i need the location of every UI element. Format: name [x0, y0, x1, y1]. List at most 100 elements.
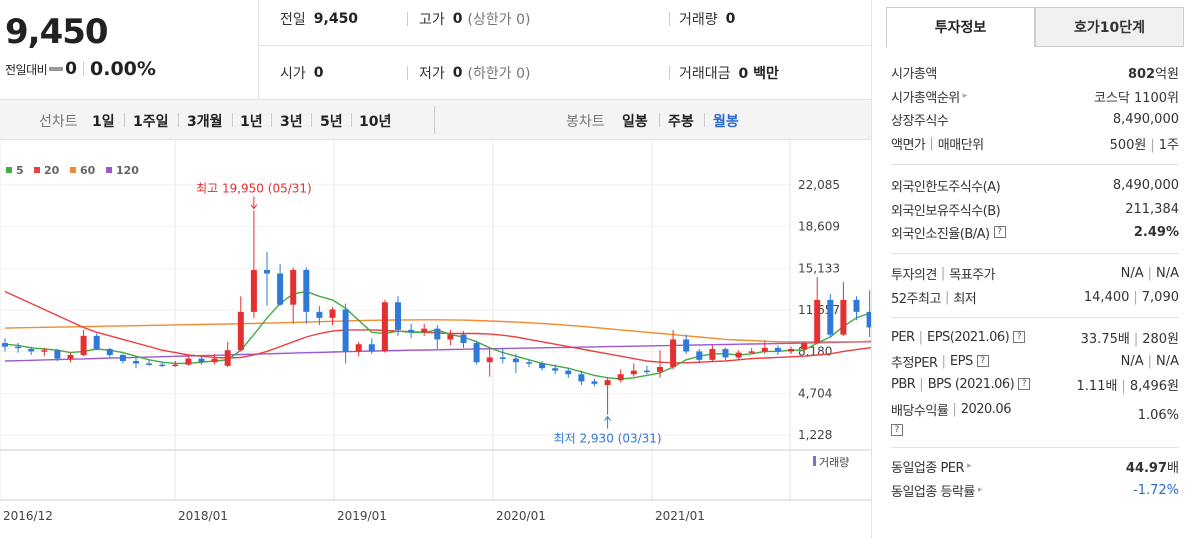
volume-legend-swatch	[813, 456, 816, 466]
candle-body	[578, 374, 585, 382]
industry-change-label: 동일업종 등락률	[891, 484, 975, 500]
dividend-row: 배당수익률 | 2020.06 1.06%	[891, 398, 1179, 424]
par-value: 500원	[1109, 137, 1147, 153]
par-values: 500원 | 1주	[1110, 134, 1179, 153]
divider	[669, 12, 670, 26]
help-icon[interactable]: ?	[891, 424, 903, 436]
candle-body	[565, 370, 572, 375]
y-tick-label: 15,133	[798, 261, 840, 275]
candle-body	[133, 361, 139, 364]
caret-right-icon[interactable]: ▸	[962, 91, 968, 101]
tab-3y[interactable]: 3년	[280, 114, 303, 130]
divider	[83, 62, 85, 76]
candle-body	[368, 344, 375, 352]
foreign-ratio-value: 2.49%	[1134, 225, 1179, 240]
candle-body	[617, 374, 624, 381]
bps-value: 8,496원	[1129, 378, 1179, 394]
no-change-icon	[49, 67, 64, 71]
help-icon[interactable]: ?	[1013, 331, 1026, 343]
est-eps-label: EPS	[949, 353, 973, 369]
candle-body	[774, 347, 781, 352]
amount-value: 0 백만	[738, 66, 779, 82]
industry-change-value: -1.72%	[1133, 482, 1179, 498]
candle-body	[93, 335, 100, 350]
tab-1y[interactable]: 1년	[240, 114, 263, 130]
legend-label: 20	[44, 164, 60, 177]
divider: |	[1133, 331, 1139, 347]
help-icon[interactable]: ?	[1018, 378, 1031, 390]
low-arrow-icon	[604, 415, 611, 421]
est-eps-value: N/A	[1156, 353, 1179, 369]
est-per-row: 추정PER | EPS? N/A | N/A	[891, 350, 1179, 372]
legend-swatch	[106, 167, 112, 173]
tab-1d[interactable]: 1일	[92, 114, 115, 130]
tab-daily[interactable]: 일봉	[622, 114, 648, 130]
tab-5y[interactable]: 5년	[320, 114, 343, 130]
tab-1w[interactable]: 1주일	[133, 114, 169, 130]
open-price: 시가 0	[280, 63, 324, 83]
tab-3m[interactable]: 3개월	[187, 114, 223, 130]
legend-swatch	[70, 167, 76, 173]
candlestick-chart: 22,08518,60915,13311,6578,1804,7041,2282…	[0, 140, 871, 523]
candle-body	[211, 358, 218, 363]
candle-body	[460, 334, 467, 344]
legend-label: 60	[80, 164, 96, 177]
candle-body	[539, 363, 546, 369]
low-price: 저가 0 (하한가 0)	[419, 63, 530, 83]
candle-body	[185, 358, 192, 365]
divider: |	[944, 289, 950, 305]
market-cap-value: 802억원	[1128, 63, 1179, 82]
industry-per-unit: 배	[1167, 460, 1179, 476]
trade-amount: 거래대금 0 백만	[679, 63, 779, 83]
high-annotation: 최고 19,950 (05/31)	[196, 182, 312, 196]
divider	[259, 45, 871, 46]
shares-value: 8,490,000	[1112, 111, 1179, 127]
industry-change-row: 동일업종 등락률 ▸ -1.72%	[891, 479, 1179, 501]
caret-right-icon[interactable]: ▸	[967, 461, 972, 471]
tab-investment-info[interactable]: 투자정보	[886, 7, 1035, 47]
foreign-limit-row: 외국인한도주식수(A) 8,490,000	[891, 174, 1179, 196]
industry-per-number: 44.97	[1125, 460, 1168, 476]
candle-body	[41, 350, 48, 352]
tab-order-book[interactable]: 호가10단계	[1035, 7, 1184, 47]
divider	[271, 113, 272, 127]
help-icon[interactable]: ?	[993, 226, 1006, 238]
y-tick-label: 22,085	[798, 178, 840, 192]
par-row: 액면가 | 매매단위 500원 | 1주	[891, 132, 1179, 154]
change-label: 전일대비	[5, 62, 48, 77]
candle-body	[381, 302, 388, 352]
pbr-label: PBR	[891, 376, 916, 392]
y-tick-label: 1,228	[798, 428, 832, 442]
x-tick-label: 2021/01	[655, 509, 705, 523]
low-value: 0	[452, 65, 463, 81]
candle-body	[696, 351, 703, 360]
divider	[124, 113, 125, 127]
candle-body	[591, 381, 598, 384]
candle-body	[840, 299, 847, 335]
candle-body	[172, 364, 179, 367]
divider	[178, 113, 179, 127]
help-icon[interactable]: ?	[976, 355, 989, 367]
open-value: 0	[313, 65, 324, 81]
candle-body	[801, 343, 808, 350]
tab-weekly[interactable]: 주봉	[668, 114, 694, 130]
eps-value: 280원	[1142, 331, 1179, 347]
candle-body	[80, 335, 87, 356]
candle-body	[473, 343, 480, 363]
candle-body	[395, 302, 401, 330]
volume-legend-label: 거래량	[819, 456, 849, 469]
tab-10y[interactable]: 10년	[359, 114, 392, 130]
caret-right-icon[interactable]: ▸	[977, 485, 983, 495]
est-per-values: N/A | N/A	[1121, 354, 1179, 369]
candle-body	[316, 311, 323, 318]
legend-label: 5	[16, 164, 24, 177]
high-price: 고가 0 (상한가 0)	[419, 9, 530, 29]
candle-body	[761, 347, 768, 352]
candle-body	[486, 357, 493, 363]
candle-body	[434, 328, 441, 340]
divider: |	[941, 353, 946, 369]
divider: |	[919, 376, 924, 392]
pbr-row: PBR | BPS (2021.06)? 1.11배 | 8,496원	[891, 373, 1179, 395]
volume: 거래량 0	[679, 9, 735, 29]
tab-monthly[interactable]: 월봉	[713, 114, 739, 130]
